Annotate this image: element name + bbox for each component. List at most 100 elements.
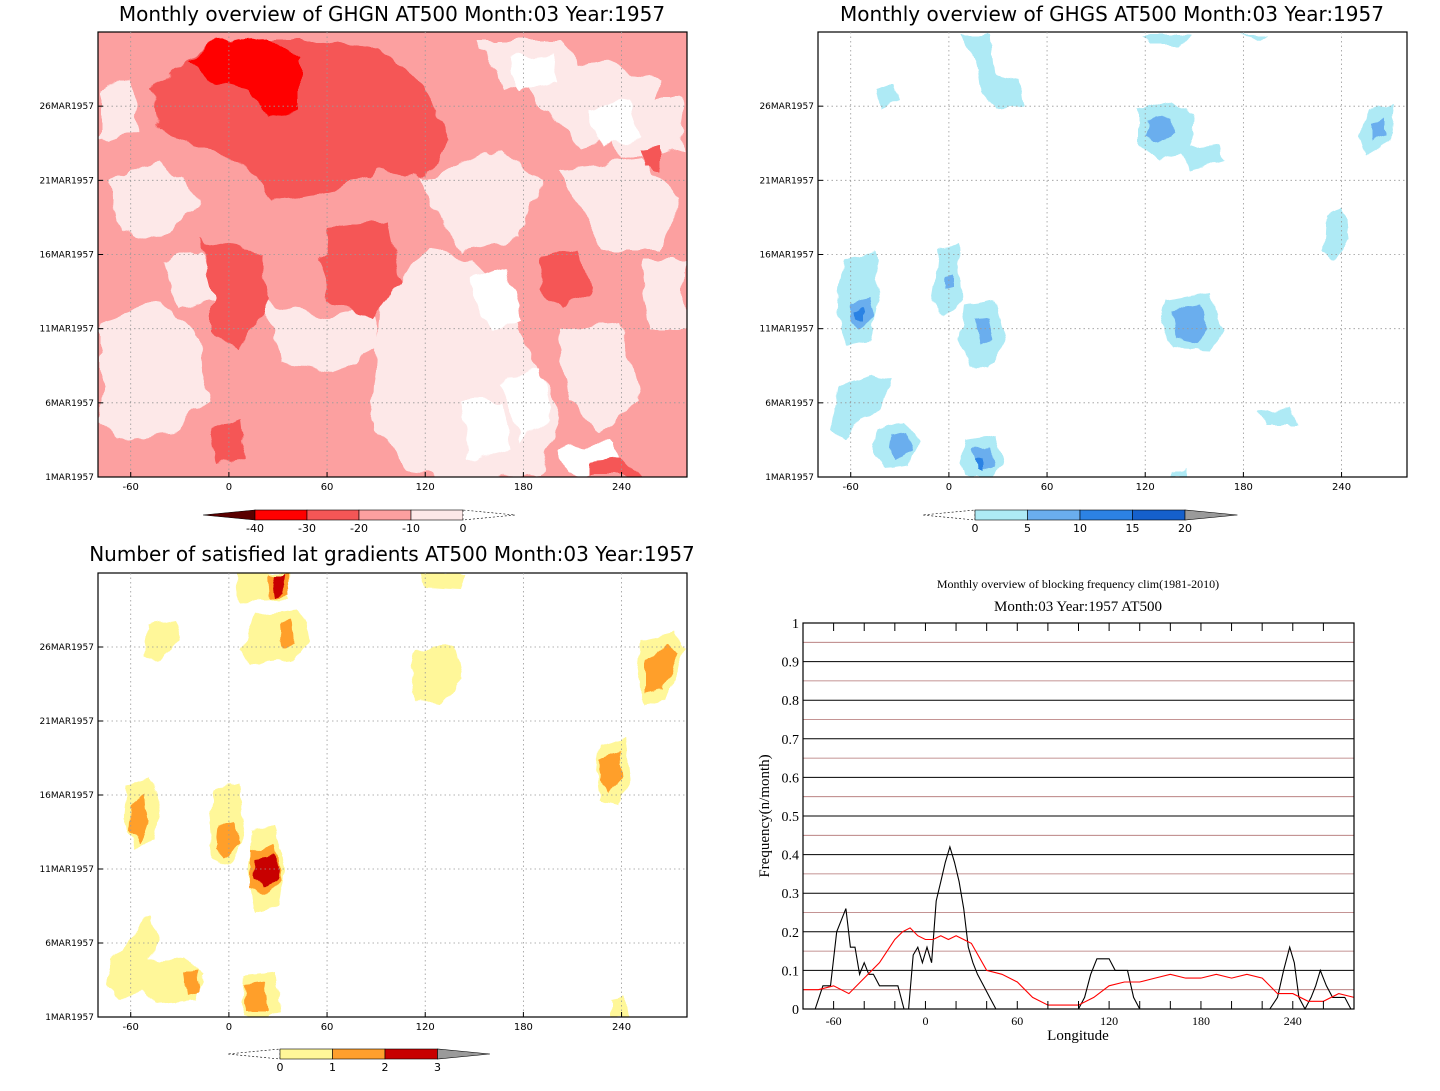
y-tick-label: 0.5 xyxy=(782,810,800,825)
x-tick-label: -60 xyxy=(826,1014,842,1028)
y-tick-label: 11MAR1957 xyxy=(39,325,94,335)
colorbar-label: -30 xyxy=(298,522,316,535)
x-tick-label: 240 xyxy=(1284,1014,1302,1028)
colorbar-label: 1 xyxy=(329,1061,336,1074)
colorbar-box xyxy=(410,509,464,521)
x-tick-label: 60 xyxy=(321,1022,334,1033)
colorbar-box xyxy=(306,509,360,521)
panel-ghgn-field xyxy=(98,32,687,477)
y-tick-label: 16MAR1957 xyxy=(39,791,94,801)
panel-ghgn-colorbar: -40 -30 -20 -10 0 xyxy=(202,509,516,535)
y-tick-label: 0.6 xyxy=(782,771,800,786)
y-tick-label: 0.1 xyxy=(782,964,800,979)
panel-blocking-grid xyxy=(803,641,1354,991)
colorbar-label: 0 xyxy=(972,522,979,535)
colorbar-label: -40 xyxy=(246,522,264,535)
x-tick-label: 180 xyxy=(514,482,533,493)
panel-latgrad-y-ticks: 1MAR1957 6MAR1957 11MAR1957 16MAR1957 21MAR1… xyxy=(39,643,103,1023)
colorbar-end-high xyxy=(437,1048,491,1060)
x-tick-label: -60 xyxy=(843,482,859,493)
y-tick-label: 0.8 xyxy=(782,694,800,709)
panel-ghgs-y-ticks: 1MAR1957 6MAR1957 11MAR1957 16MAR1957 21MAR1… xyxy=(759,102,823,483)
y-tick-label: 21MAR1957 xyxy=(39,176,94,186)
y-tick-label: 21MAR1957 xyxy=(759,176,814,186)
colorbar-box xyxy=(358,509,412,521)
x-tick-label: 180 xyxy=(514,1022,533,1033)
x-tick-label: -60 xyxy=(123,482,139,493)
series-line-black xyxy=(803,844,1354,1011)
y-tick-label: 0.2 xyxy=(782,926,800,941)
x-tick-label: 120 xyxy=(1136,482,1155,493)
colorbar-label: 15 xyxy=(1126,522,1140,535)
y-tick-label: 1MAR1957 xyxy=(45,1013,94,1023)
y-tick-label: 11MAR1957 xyxy=(39,865,94,875)
y-tick-label: 6MAR1957 xyxy=(45,939,94,949)
y-tick-label: 6MAR1957 xyxy=(45,399,94,409)
y-tick-label: 16MAR1957 xyxy=(759,251,814,261)
panel-ghgn: Monthly overview of GHGN AT500 Month:03 … xyxy=(39,2,688,535)
colorbar-label: -10 xyxy=(402,522,420,535)
panel-ghgs-title: Monthly overview of GHGS AT500 Month:03 … xyxy=(840,2,1384,26)
panel-ghgs-grid xyxy=(818,32,1407,477)
panel-ghgn-x-ticks: -60 0 60 120 180 240 xyxy=(123,472,631,493)
colorbar-box xyxy=(974,509,1028,521)
x-tick-label: 60 xyxy=(1011,1014,1023,1028)
panel-ghgn-grid xyxy=(98,32,687,477)
colorbar-end-low xyxy=(922,509,976,521)
x-tick-label: 60 xyxy=(1041,482,1054,493)
colorbar-end-low xyxy=(227,1048,281,1060)
y-tick-label: 1MAR1957 xyxy=(765,473,814,483)
panel-ghgs: Monthly overview of GHGS AT500 Month:03 … xyxy=(759,2,1408,535)
colorbar-end-high xyxy=(462,509,516,521)
panel-blocking-series xyxy=(803,844,1355,1011)
panel-blocking-x-ticks: -60 0 60 120 180 240 xyxy=(802,623,1355,1028)
colorbar-box xyxy=(332,1048,386,1060)
x-tick-label: -60 xyxy=(123,1022,139,1033)
y-tick-label: 6MAR1957 xyxy=(765,399,814,409)
panel-blocking-title: Monthly overview of blocking frequency c… xyxy=(937,577,1219,591)
y-tick-label: 0.9 xyxy=(782,656,800,671)
panel-blocking-ylabel: Frequency(n/month) xyxy=(757,754,773,877)
colorbar-box xyxy=(1079,509,1133,521)
panel-ghgs-x-ticks: -60 0 60 120 180 240 xyxy=(843,472,1351,493)
y-tick-label: 0 xyxy=(792,1003,799,1018)
panel-blocking-subtitle: Month:03 Year:1957 AT500 xyxy=(994,599,1162,615)
series-line-red xyxy=(803,927,1355,1006)
panel-latgrad-x-ticks: -60 0 60 120 180 240 xyxy=(123,1012,631,1033)
panel-blocking-y-ticks: 0 0.1 0.2 0.3 0.4 0.5 0.6 0.7 0.8 0.9 1 xyxy=(782,617,800,1018)
colorbar-end-low xyxy=(202,509,256,521)
x-tick-label: 120 xyxy=(1100,1014,1118,1028)
x-tick-label: 240 xyxy=(1332,482,1351,493)
y-tick-label: 1 xyxy=(792,617,799,632)
panel-ghgn-y-ticks: 1MAR1957 6MAR1957 11MAR1957 16MAR1957 21MAR1… xyxy=(39,102,103,483)
panel-latgrad-title: Number of satisfied lat gradients AT500 … xyxy=(89,542,695,566)
x-tick-label: 0 xyxy=(226,1022,232,1033)
panel-latgrad-grid xyxy=(98,573,687,1017)
colorbar-label: 3 xyxy=(434,1061,441,1074)
panel-latgrad: Number of satisfied lat gradients AT500 … xyxy=(39,542,694,1074)
colorbar-box xyxy=(279,1048,333,1060)
x-tick-label: 240 xyxy=(612,482,631,493)
x-tick-label: 0 xyxy=(922,1014,928,1028)
colorbar-label: -20 xyxy=(350,522,368,535)
y-tick-label: 26MAR1957 xyxy=(39,643,94,653)
colorbar-label: 20 xyxy=(1178,522,1192,535)
panel-latgrad-colorbar: 0 1 2 3 xyxy=(227,1048,491,1074)
colorbar-box xyxy=(254,509,308,521)
y-tick-label: 26MAR1957 xyxy=(39,102,94,112)
colorbar-box xyxy=(384,1048,438,1060)
y-tick-label: 0.3 xyxy=(782,887,800,902)
x-tick-label: 180 xyxy=(1234,482,1253,493)
y-tick-label: 16MAR1957 xyxy=(39,251,94,261)
panel-blocking: Monthly overview of blocking frequency c… xyxy=(757,577,1355,1044)
panel-blocking-xlabel: Longitude xyxy=(1047,1028,1109,1044)
colorbar-label: 0 xyxy=(460,522,467,535)
colorbar-box xyxy=(1132,509,1186,521)
panel-ghgs-colorbar: 0 5 10 15 20 xyxy=(922,509,1238,535)
colorbar-label: 5 xyxy=(1024,522,1031,535)
y-tick-label: 1MAR1957 xyxy=(45,473,94,483)
x-tick-label: 120 xyxy=(416,482,435,493)
x-tick-label: 0 xyxy=(946,482,952,493)
panel-ghgn-title: Monthly overview of GHGN AT500 Month:03 … xyxy=(119,2,665,26)
